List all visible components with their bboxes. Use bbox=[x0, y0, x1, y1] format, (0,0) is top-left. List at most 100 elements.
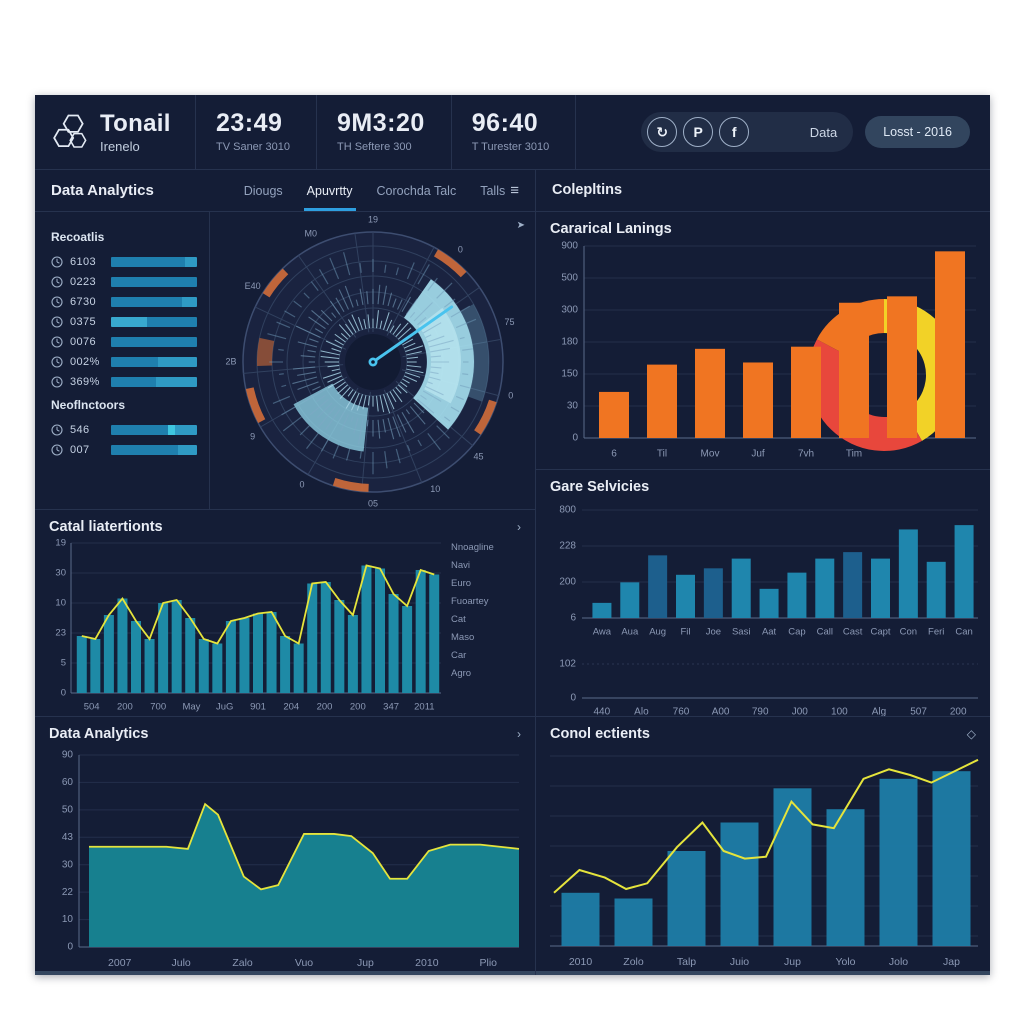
x-tick-label: Capt bbox=[870, 627, 890, 638]
x-tick-label: 6 bbox=[611, 449, 617, 460]
tab-diougs[interactable]: Diougs bbox=[244, 170, 283, 211]
y-tick-label: 5 bbox=[61, 658, 66, 669]
stat-label: TV Saner 3010 bbox=[216, 141, 290, 153]
gauge-panel-arrow[interactable]: ➤ bbox=[516, 220, 525, 231]
x-tick-label: Aug bbox=[649, 627, 666, 638]
stat-value: 007 bbox=[70, 444, 90, 456]
x2-tick-label: 440 bbox=[593, 707, 610, 716]
x-tick-label: Cap bbox=[788, 627, 805, 638]
x-tick-label: 200 bbox=[317, 702, 333, 713]
y-tick-label: 22 bbox=[62, 887, 74, 898]
x-tick-label: Fil bbox=[680, 627, 690, 638]
y-tick-label: 30 bbox=[567, 401, 579, 412]
conol-panel-title: Conol ectients bbox=[550, 726, 650, 742]
cararical-panel: Cararical Lanings 900 500 300 180 150 30 0 6 Til… bbox=[536, 212, 990, 470]
stat-value: 002% bbox=[70, 356, 100, 368]
clock-icon bbox=[51, 336, 63, 348]
y-tick-label: 90 bbox=[62, 750, 74, 761]
stat-value: 6103 bbox=[70, 256, 97, 268]
legend-item: Maso bbox=[451, 632, 475, 643]
x-tick-label: Vuo bbox=[295, 957, 313, 969]
y-tick-label: 200 bbox=[559, 577, 576, 588]
y-tick-label: 30 bbox=[55, 568, 66, 579]
x-tick-label: Cast bbox=[843, 627, 863, 638]
gauge-dial-label: 0 bbox=[299, 479, 304, 489]
clock-icon bbox=[51, 444, 63, 456]
logo: Tonail Irenelo bbox=[35, 110, 195, 154]
catal-panel: Catal liatertionts › 19 30 10 23 5 0 504 200 700… bbox=[35, 510, 535, 717]
logo-subtitle: Irenelo bbox=[100, 139, 140, 154]
menu-icon[interactable]: ≡ bbox=[510, 182, 519, 199]
tab-label: Corochda Talc bbox=[376, 183, 457, 198]
p-badge-icon[interactable]: P bbox=[683, 117, 714, 147]
y-tick-label: 228 bbox=[559, 541, 576, 552]
x-tick-label: Jap bbox=[943, 956, 960, 968]
sidebar-stat-row: 6103 bbox=[51, 252, 197, 272]
catal-panel-arrow[interactable]: › bbox=[517, 520, 521, 534]
legend-item: Car bbox=[451, 650, 467, 661]
tab-talls[interactable]: Talls ≡ bbox=[480, 170, 519, 211]
stat-bar bbox=[111, 425, 197, 435]
y-tick-label: 300 bbox=[561, 305, 578, 316]
stat-value: 0223 bbox=[70, 276, 97, 288]
x2-tick-label: Alo bbox=[634, 707, 649, 716]
sidebar-stat-row: 0076 bbox=[51, 332, 197, 352]
clock-icon bbox=[51, 276, 63, 288]
legend-item: Cat bbox=[451, 614, 466, 625]
tab-apuvrtty[interactable]: Apuvrtty bbox=[303, 170, 356, 211]
sidebar-stat-row: 002% bbox=[51, 352, 197, 372]
clock-icon bbox=[51, 316, 63, 328]
sidebar-stat-row: 369% bbox=[51, 372, 197, 392]
x-tick-label: May bbox=[182, 702, 200, 713]
x-tick-label: Can bbox=[955, 627, 972, 638]
x-tick-label: 347 bbox=[383, 702, 399, 713]
x-tick-label: Awa bbox=[593, 627, 612, 638]
tab-label: Apuvrtty bbox=[306, 183, 353, 198]
legend-item: Euro bbox=[451, 578, 472, 589]
stat-time: 23:49 bbox=[216, 109, 283, 137]
y-tick-label: 19 bbox=[55, 538, 66, 549]
area-panel-arrow[interactable]: › bbox=[517, 727, 521, 741]
stat-bar bbox=[111, 337, 197, 347]
x-tick-label: Til bbox=[657, 449, 667, 460]
x-tick-label: 2010 bbox=[569, 956, 593, 968]
x-tick-label: Feri bbox=[928, 627, 944, 638]
gauge-dial-label: 0 bbox=[458, 244, 463, 254]
clock-icon bbox=[51, 256, 63, 268]
stat-label: T Turester 3010 bbox=[471, 141, 550, 153]
x-tick-label: Jolo bbox=[889, 956, 908, 968]
facebook-icon[interactable]: f bbox=[719, 117, 750, 147]
sidebar-stat-row: 0375 bbox=[51, 312, 197, 332]
x-tick-label: JuG bbox=[216, 702, 233, 713]
sidebar-stats: Recoatlis 6103 0223 6730 0375 0076 002% 369% Neo… bbox=[35, 212, 210, 509]
y-tick-label: 500 bbox=[561, 273, 578, 284]
tab-corochda-talc[interactable]: Corochda Talc bbox=[377, 170, 457, 211]
hexagon-logo-icon bbox=[53, 114, 87, 148]
gauge-dial-label: 19 bbox=[368, 214, 378, 224]
x-tick-label: 700 bbox=[150, 702, 166, 713]
x-tick-label: 901 bbox=[250, 702, 266, 713]
gauge-dial-label: 0 bbox=[508, 391, 513, 401]
clock-icon bbox=[51, 356, 63, 368]
gauge-dial-label: 05 bbox=[368, 498, 378, 508]
x-tick-label: Julo bbox=[172, 957, 191, 969]
x-tick-label: 204 bbox=[283, 702, 299, 713]
sidebar-stat-row: 007 bbox=[51, 440, 197, 460]
legend-item: Fuoartey bbox=[451, 596, 489, 607]
y-tick-label: 60 bbox=[62, 777, 74, 788]
legend-item: Navi bbox=[451, 560, 471, 571]
conol-panel-arrow[interactable]: ◇ bbox=[966, 727, 976, 741]
nav-title: Data Analytics bbox=[51, 182, 154, 199]
x-tick-label: Juf bbox=[751, 449, 765, 460]
sidebar-stat-row: 0223 bbox=[51, 272, 197, 292]
gauge-dial-label: 45 bbox=[474, 451, 484, 461]
losst-2016-button[interactable]: Losst - 2016 bbox=[865, 116, 970, 148]
area-panel: Data Analytics › 90 60 50 43 30 22 10 0 2007 Julo… bbox=[35, 717, 535, 974]
stat-time: 96:40 bbox=[471, 109, 539, 137]
tab-label: Diougs bbox=[243, 183, 283, 198]
x-tick-label: 200 bbox=[117, 702, 133, 713]
refresh-icon[interactable]: ↻ bbox=[647, 117, 678, 147]
stat-bar bbox=[111, 317, 197, 327]
